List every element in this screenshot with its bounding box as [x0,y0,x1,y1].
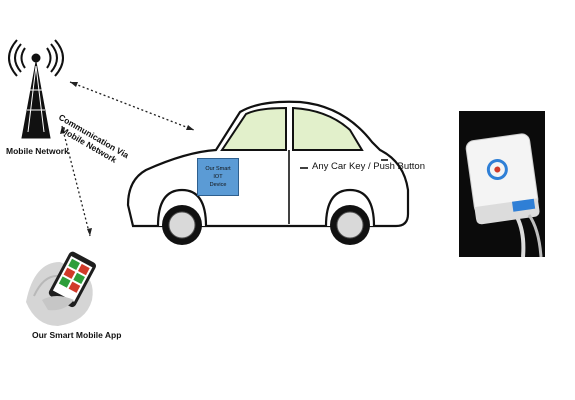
mobile-network-label: Mobile Network [6,146,69,156]
car-wheels [162,205,370,245]
arrowhead-tower [70,82,78,87]
arrowhead-tower-lower [60,126,65,134]
smart-app-label: Our Smart Mobile App [32,330,122,340]
arrowheads [60,82,194,236]
front-rim [168,211,196,239]
arrowhead-app [87,228,92,236]
radio-tower-icon [8,39,64,139]
communication-arrows [61,81,195,237]
iot-hardware-photo [459,111,545,258]
tower-car-link [69,81,195,131]
iot-label-line-3: Device [209,182,227,188]
car-windows [220,106,364,151]
arrowhead-car [186,125,194,130]
rear-rim [336,211,364,239]
iot-label-line-1: Our Smart [205,166,231,172]
front-window [220,106,287,151]
iot-hardware-drawing [465,133,543,258]
iot-device-box: Our Smart IOT Device [197,158,239,196]
smartphone-in-hand-icon [26,251,96,326]
tower-app-link [61,125,91,237]
car-key-label: Any Car Key / Push Button [312,161,426,172]
iot-label-line-2: IOT [213,174,223,180]
rear-window [292,106,364,151]
